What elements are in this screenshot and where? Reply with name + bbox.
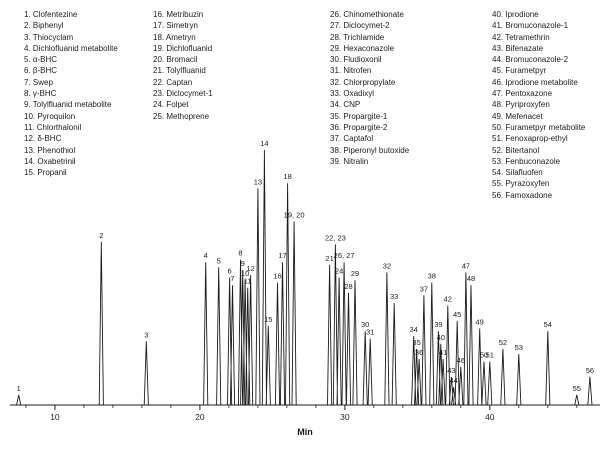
- peak-label: 41: [439, 348, 447, 357]
- peak-label: 3: [144, 330, 148, 339]
- x-axis-tick-label: 20: [195, 412, 205, 422]
- peak-label: 38: [428, 272, 436, 281]
- x-axis-tick-label: 30: [340, 412, 350, 422]
- peak-label: 45: [453, 310, 461, 319]
- peak-label: 13: [254, 177, 262, 186]
- peak-label: 50: [480, 351, 488, 360]
- peak-label: 8: [238, 249, 242, 258]
- peak-label: 22, 23: [325, 233, 346, 242]
- peak-label: 49: [476, 318, 484, 327]
- peak-label: 35: [412, 338, 420, 347]
- peak-label: 43: [447, 366, 455, 375]
- x-axis-tick-label: 40: [485, 412, 495, 422]
- peak-label: 29: [351, 269, 359, 278]
- peak-label: 11: [244, 277, 252, 286]
- peak-label: 54: [544, 320, 552, 329]
- peak-label: 48: [467, 274, 475, 283]
- peak-label: 9: [241, 259, 245, 268]
- peak-label: 24: [335, 267, 343, 276]
- peak-label: 7: [230, 274, 234, 283]
- peak-label: 19, 20: [284, 210, 305, 219]
- peak-label: 53: [515, 343, 523, 352]
- peak-label: 55: [573, 384, 581, 393]
- peak-label: 4: [204, 251, 208, 260]
- peak-label: 12: [246, 264, 254, 273]
- peak-label: 51: [486, 351, 494, 360]
- peak-label: 15: [264, 315, 272, 324]
- x-axis-tick-label: 10: [50, 412, 60, 422]
- peak-label: 36: [415, 348, 423, 357]
- peak-label: 21: [325, 254, 333, 263]
- peak-label: 44: [449, 376, 457, 385]
- peak-label: 10: [241, 269, 249, 278]
- peak-label: 37: [420, 284, 428, 293]
- peak-label: 34: [410, 325, 418, 334]
- peak-label: 42: [444, 295, 452, 304]
- peak-label: 32: [383, 261, 391, 270]
- peak-label: 28: [344, 282, 352, 291]
- peak-label: 1: [17, 384, 21, 393]
- peak-label: 14: [260, 139, 268, 148]
- x-axis-label: Min: [297, 427, 313, 437]
- peak-label: 56: [586, 366, 594, 375]
- peak-label: 6: [228, 267, 232, 276]
- peak-label: 47: [462, 261, 470, 270]
- peak-label: 5: [217, 256, 221, 265]
- peak-label: 2: [99, 231, 103, 240]
- peak-label: 30: [361, 320, 369, 329]
- peak-label: 40: [437, 333, 445, 342]
- peak-label: 16: [273, 272, 281, 281]
- peak-label: 39: [434, 320, 442, 329]
- chromatogram-trace: [10, 149, 600, 406]
- peak-label: 33: [390, 292, 398, 301]
- peak-label: 31: [366, 328, 374, 337]
- peak-label: 52: [499, 338, 507, 347]
- peak-label: 17: [278, 251, 286, 260]
- peak-label: 26, 27: [334, 251, 355, 260]
- peak-label: 18: [283, 172, 291, 181]
- peak-label: 46: [457, 356, 465, 365]
